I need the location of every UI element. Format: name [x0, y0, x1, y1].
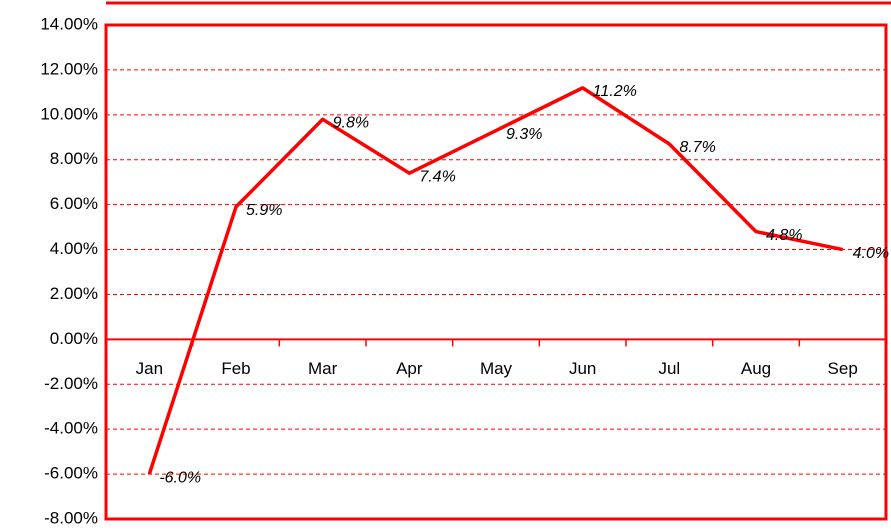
y-tick-label: 2.00% — [50, 284, 98, 303]
x-tick-label: Sep — [828, 359, 858, 378]
y-tick-label: 12.00% — [40, 59, 98, 78]
x-tick-label: Aug — [741, 359, 771, 378]
x-tick-label: Jul — [658, 359, 680, 378]
y-tick-label: -4.00% — [44, 419, 98, 438]
y-tick-label: 8.00% — [50, 149, 98, 168]
x-tick-label: Apr — [396, 359, 423, 378]
x-tick-label: Jun — [569, 359, 596, 378]
data-label: 7.4% — [419, 168, 455, 185]
y-tick-label: -8.00% — [44, 508, 98, 527]
x-tick-label: Jan — [136, 359, 163, 378]
data-label: 8.7% — [679, 139, 715, 156]
data-label: 5.9% — [246, 202, 282, 219]
data-label: 4.8% — [766, 227, 802, 244]
y-tick-label: -6.00% — [44, 464, 98, 483]
line — [147, 86, 844, 475]
x-tick-label: Mar — [308, 359, 338, 378]
y-tick-label: -2.00% — [44, 374, 98, 393]
x-tick-label: May — [480, 359, 513, 378]
data-label: 9.8% — [333, 115, 369, 132]
x-tick-label: Feb — [221, 359, 250, 378]
plot-border — [104, 23, 888, 521]
data-label: 11.2% — [593, 83, 637, 100]
y-tick-label: 4.00% — [50, 239, 98, 258]
data-label: 4.0% — [853, 245, 889, 262]
data-label: 9.3% — [506, 126, 542, 143]
data-label: -6.0% — [159, 469, 201, 486]
y-tick-label: 0.00% — [50, 329, 98, 348]
y-tick-label: 14.00% — [40, 14, 98, 33]
y-tick-label: 6.00% — [50, 194, 98, 213]
y-tick-label: 10.00% — [40, 104, 98, 123]
